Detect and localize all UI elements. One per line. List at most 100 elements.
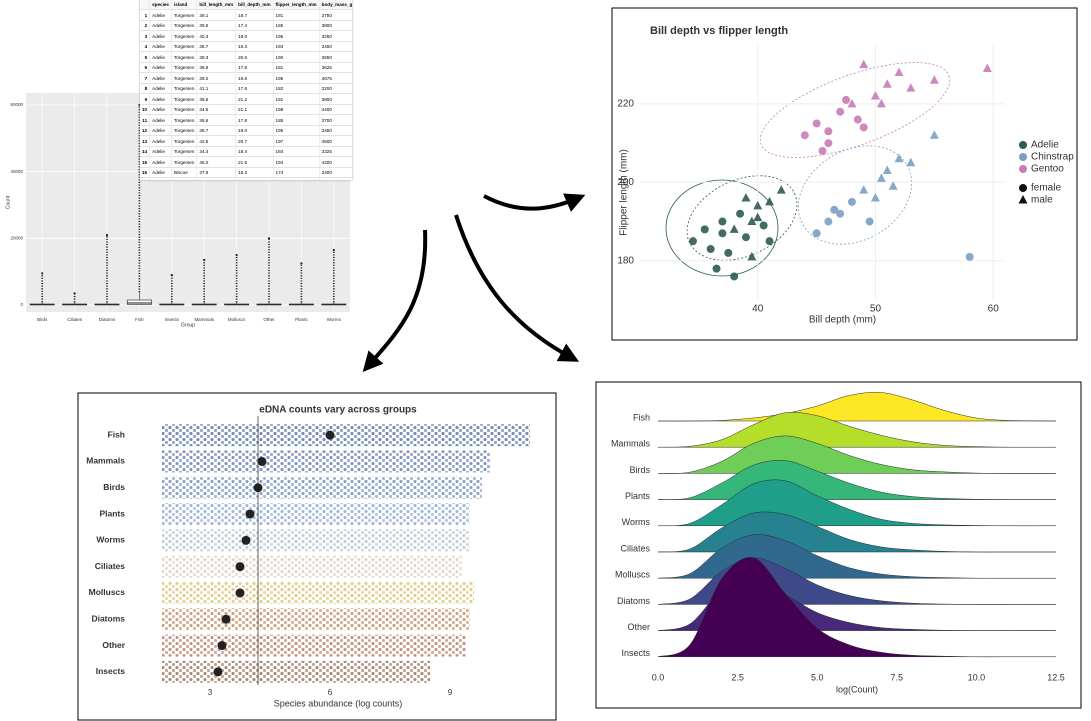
- table-cell: 198: [273, 104, 320, 116]
- table-cell: Biscoe: [171, 177, 198, 180]
- table-cell: Torgersen: [171, 20, 198, 32]
- outlier-max: [203, 258, 206, 262]
- point: [859, 123, 868, 132]
- point: [876, 98, 886, 108]
- jitter-band: [162, 555, 462, 578]
- y-tick-label: Ciliates: [620, 543, 650, 553]
- jitter-band: [162, 476, 482, 499]
- table-cell: Torgersen: [171, 62, 198, 74]
- header-cell: bill_depth_mm: [235, 0, 274, 11]
- table-cell: 42.5: [196, 135, 237, 147]
- ridge: [657, 411, 1057, 448]
- jitter-band: [162, 450, 490, 473]
- table-cell: 20.6: [235, 51, 274, 63]
- table-row: 12AdelieTorgersen38.719.01953450female20…: [140, 125, 352, 137]
- table-cell: 46.0: [196, 156, 237, 168]
- ridge: [657, 392, 1057, 422]
- table-header: species island bill_length_mm bill_depth_mm…: [140, 0, 352, 11]
- panel-border: [611, 7, 1078, 341]
- table-cell: Torgersen: [171, 125, 198, 137]
- x-tick-label: 7.5: [891, 672, 904, 682]
- table-cell: 3750: [319, 9, 352, 21]
- point: [847, 98, 857, 108]
- outlier-max: [300, 262, 303, 265]
- legend-label: male: [1031, 195, 1053, 206]
- table-cell: 17.8: [235, 114, 274, 126]
- table-cell: 37.7: [196, 177, 237, 180]
- x-tick-label: 50: [870, 304, 882, 315]
- y-tick-label: Plants: [625, 491, 651, 501]
- table-cell: Torgersen: [171, 156, 198, 168]
- legend-shape: [1019, 184, 1027, 192]
- table-cell: 6: [140, 62, 151, 74]
- y-tick-label: Worms: [622, 517, 651, 527]
- table-cell: Adelie: [149, 135, 172, 147]
- y-tick-label: Other: [102, 640, 125, 650]
- outlier-max: [267, 237, 271, 240]
- table-cell: 181: [273, 62, 320, 74]
- table-cell: 195: [273, 72, 320, 84]
- ridge: [657, 557, 1056, 658]
- x-tick-label: Mammals: [194, 317, 214, 322]
- table-cell: Torgersen: [171, 41, 198, 53]
- point: [906, 83, 916, 92]
- table-cell: Adelie: [149, 51, 172, 63]
- point: [929, 130, 939, 139]
- table-cell: 3325: [319, 146, 352, 158]
- table-cell: Adelie: [149, 30, 172, 42]
- mean-point: [235, 562, 245, 572]
- point: [824, 127, 833, 136]
- point: [730, 272, 739, 281]
- table-cell: 18.7: [235, 9, 274, 21]
- data-table: species island bill_length_mm bill_depth_mm…: [140, 0, 352, 180]
- x-tick-label: Diatoms: [99, 317, 116, 322]
- table-cell: 193: [273, 41, 320, 53]
- table-cell: 19.0: [235, 125, 274, 137]
- point: [818, 146, 827, 155]
- x-tick-label: 6: [328, 688, 333, 697]
- point: [876, 173, 886, 182]
- table-cell: 21.5: [235, 156, 274, 168]
- table-cell: 39.1: [196, 9, 237, 21]
- table-cell: Adelie: [149, 104, 172, 116]
- y-tick-label: Worms: [96, 535, 125, 545]
- point: [824, 217, 833, 226]
- table-cell: 7: [140, 72, 151, 84]
- ellipse: [665, 179, 779, 277]
- table-cell: Torgersen: [171, 135, 198, 147]
- y-tick-label: Insects: [621, 648, 650, 658]
- jitter-band: [162, 634, 466, 657]
- table-cell: 195: [273, 125, 320, 137]
- jitter-band: [162, 660, 430, 683]
- legend-swatch: [1019, 141, 1027, 149]
- point: [982, 63, 992, 73]
- y-tick-label: 0: [20, 302, 23, 307]
- jitter-band: [162, 529, 470, 552]
- y-tick-label: Birds: [629, 465, 650, 475]
- point: [882, 79, 892, 88]
- y-tick-label: Birds: [103, 482, 125, 492]
- table-cell: Adelie: [149, 114, 172, 126]
- header-cell: [140, 0, 151, 11]
- legend-swatch: [1019, 153, 1027, 161]
- point: [765, 196, 775, 206]
- table-cell: Adelie: [149, 62, 172, 74]
- x-tick-label: 40: [752, 304, 764, 315]
- table-cell: Torgersen: [171, 83, 198, 95]
- point: [824, 139, 833, 148]
- table-cell: 4500: [319, 135, 352, 147]
- table-cell: 8: [140, 83, 151, 95]
- table-cell: 3450: [319, 125, 352, 137]
- point: [906, 157, 916, 167]
- table-cell: 186: [273, 20, 320, 32]
- table-cell: 1: [140, 9, 151, 21]
- mean-point: [213, 667, 223, 677]
- table-cell: 18.7: [235, 177, 274, 180]
- table-cell: 16: [140, 167, 151, 179]
- point: [747, 216, 757, 226]
